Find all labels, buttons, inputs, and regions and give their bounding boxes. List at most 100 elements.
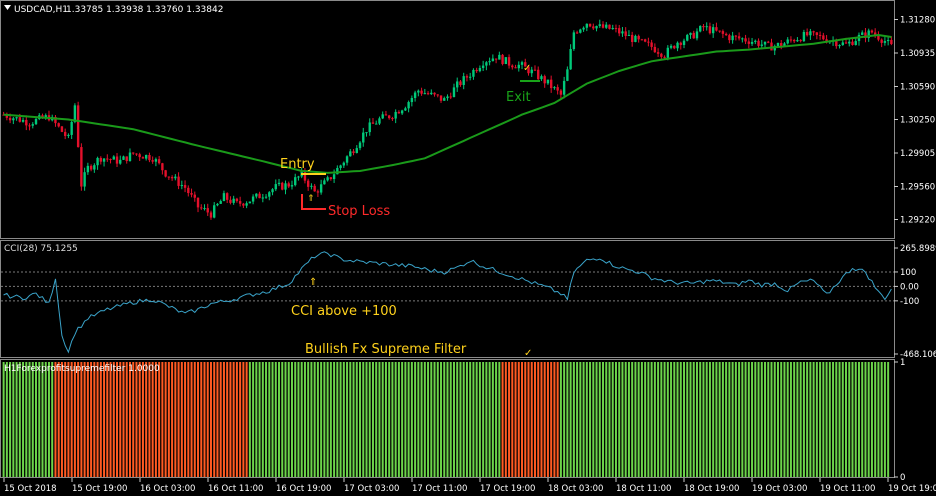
candle-body <box>151 160 154 162</box>
price-tick-label: 1.29220 <box>900 215 935 225</box>
candle-body <box>792 39 796 42</box>
candle-body <box>650 42 653 47</box>
candle-body <box>8 117 12 121</box>
candle-body <box>18 117 22 122</box>
candle-body <box>478 67 482 72</box>
cci-axis: 265.8989 100 0.00 -100 -468.1064 <box>894 244 936 360</box>
candle-body <box>452 87 456 98</box>
candle-body <box>326 177 329 181</box>
filter-histogram <box>2 362 890 477</box>
candle-body <box>255 193 258 197</box>
candle-body <box>303 170 307 181</box>
candle-body <box>21 119 25 122</box>
time-tick-label: 19 Oct 11:00 <box>820 484 875 494</box>
candle-body <box>339 165 342 169</box>
cci-panel[interactable]: CCI(28) 75.1255 265.8989 100 0.00 -100 -468.… <box>1 244 936 360</box>
dropdown-triangle-icon[interactable] <box>4 5 11 10</box>
candle-body <box>673 45 676 49</box>
time-tick-label: 15 Oct 2018 <box>4 484 57 494</box>
candle-body <box>352 151 355 153</box>
cci-tick-label: 0.00 <box>900 282 919 292</box>
candle-body <box>481 65 485 68</box>
exit-annotation: Exit <box>506 90 531 105</box>
checkmark-icon: ✓ <box>523 63 531 74</box>
candle-body <box>258 193 261 199</box>
candle-body <box>206 208 209 213</box>
price-tick-label: 1.30250 <box>900 116 935 126</box>
candle-body <box>213 205 216 218</box>
candle-body <box>767 41 770 43</box>
cci-panel-border <box>0 240 895 358</box>
candle-body <box>387 115 391 119</box>
time-tick-label: 18 Oct 11:00 <box>616 484 671 494</box>
price-panel[interactable]: USDCAD,H1 1.33785 1.33938 1.33760 1.3384… <box>2 5 935 225</box>
candle-body <box>624 31 627 36</box>
candle-body <box>514 67 517 69</box>
candle-body <box>135 153 138 155</box>
candle-body <box>848 41 851 44</box>
candle-body <box>744 38 747 42</box>
candle-body <box>287 183 290 187</box>
candle-body <box>109 159 112 161</box>
candle-body <box>417 90 420 93</box>
candle-body <box>621 31 624 34</box>
candle-body <box>501 54 504 65</box>
candle-body <box>54 116 57 124</box>
candle-body <box>355 148 358 153</box>
candle-body <box>271 189 274 193</box>
time-axis: 15 Oct 2018 15 Oct 19:00 16 Oct 03:00 16 Oc… <box>3 478 936 494</box>
candle-body <box>183 185 187 188</box>
candle-body <box>86 165 90 173</box>
candle-body <box>553 87 556 89</box>
time-tick-label: 19 Oct 03:00 <box>752 484 807 494</box>
candle-body <box>310 185 313 187</box>
candle-body <box>682 40 686 45</box>
candle-body <box>838 44 841 47</box>
candle-body <box>187 187 190 194</box>
candle-body <box>718 30 721 32</box>
symbol-label: USDCAD,H1 <box>14 5 68 15</box>
candle-body <box>170 177 174 179</box>
time-tick-label: 18 Oct 19:00 <box>684 484 739 494</box>
candle-body <box>575 32 579 34</box>
candle-body <box>582 27 585 30</box>
candle-body <box>689 32 692 35</box>
candle-body <box>812 31 815 33</box>
candle-body <box>200 207 203 209</box>
candle-body <box>368 122 371 133</box>
time-tick-label: 19 Oct 19:00 <box>888 484 936 494</box>
candle-body <box>537 69 540 80</box>
candle-body <box>556 87 559 91</box>
candle-body <box>248 201 252 204</box>
candle-body <box>245 203 248 206</box>
candle-body <box>734 35 738 37</box>
candle-body <box>695 31 699 39</box>
candle-body <box>605 24 608 28</box>
candle-body <box>397 111 401 114</box>
candle-body <box>472 69 475 77</box>
candle-body <box>115 156 119 164</box>
candle-body <box>57 123 60 127</box>
stop-loss-annotation: Stop Loss <box>328 204 390 219</box>
candle-body <box>546 79 550 84</box>
ohlc-label: 1.33785 1.33938 1.33760 1.33842 <box>66 5 223 15</box>
candle-body <box>433 92 436 95</box>
supreme-filter-panel[interactable]: H1Forexprofitsupremefilter 1.0000 10 Bul… <box>2 342 906 483</box>
up-arrow-icon: ⇑ <box>307 194 315 204</box>
filter-label: H1Forexprofitsupremefilter 1.0000 <box>4 364 160 374</box>
candle-body <box>167 176 171 178</box>
candle-body <box>190 193 193 195</box>
candle-body <box>491 58 495 62</box>
candle-body <box>676 42 679 49</box>
filter-tick-label: 1 <box>900 358 905 368</box>
candle-body <box>867 30 870 39</box>
candle-body <box>277 182 281 185</box>
candle-body <box>465 76 469 78</box>
candle-body <box>125 156 128 162</box>
candle-body <box>371 122 375 124</box>
candle-body <box>511 65 514 68</box>
candle-body <box>439 95 443 101</box>
candle-body <box>15 117 18 119</box>
candle-body <box>67 134 70 136</box>
